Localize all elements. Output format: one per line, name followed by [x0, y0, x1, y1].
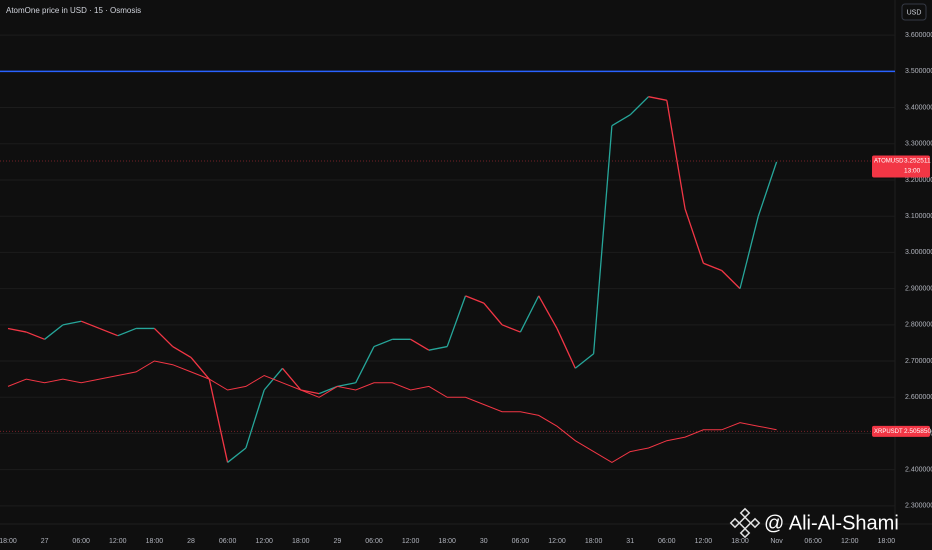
price-tag-bg	[872, 425, 930, 437]
x-tick-label: 06:00	[219, 538, 237, 545]
price-segment	[648, 96, 667, 101]
series-line	[7, 360, 777, 463]
price-segment	[190, 357, 210, 380]
x-tick-label: 18:00	[292, 538, 310, 545]
price-segment	[318, 385, 338, 395]
x-tick-label: 27	[41, 538, 49, 545]
x-tick-label: 28	[187, 538, 195, 545]
x-tick-label: 06:00	[512, 538, 530, 545]
y-tick-label: 3.000000	[905, 249, 932, 256]
price-tag: 2.505850	[904, 428, 931, 435]
price-segment	[300, 389, 320, 395]
x-tick-label: 12:00	[548, 538, 566, 545]
x-tick-label: 18:00	[878, 538, 896, 545]
price-segment	[373, 338, 393, 348]
x-tick-label: 18:00	[146, 538, 164, 545]
price-segment	[80, 320, 100, 330]
price-tag: 3.252511	[904, 158, 931, 165]
price-tag-bg	[872, 155, 930, 178]
price-segment	[629, 96, 649, 116]
y-tick-label: 2.700000	[905, 358, 932, 365]
price-segment	[227, 447, 247, 463]
price-segment	[757, 161, 778, 217]
price-segment	[611, 114, 631, 127]
currency-label[interactable]: USD	[907, 9, 922, 16]
x-tick-label: 18:00	[731, 538, 749, 545]
price-segment	[153, 327, 174, 348]
y-tick-label: 2.600000	[905, 394, 932, 401]
x-tick-label: 12:00	[255, 538, 273, 545]
y-tick-label: 3.600000	[905, 32, 932, 39]
x-tick-label: 12:00	[109, 538, 127, 545]
price-segment	[99, 327, 119, 337]
price-segment	[446, 295, 467, 347]
price-segment	[519, 295, 540, 333]
price-segment	[117, 327, 137, 337]
price-segment	[172, 345, 192, 358]
price-segment	[245, 389, 265, 449]
y-tick-label: 2.300000	[905, 503, 932, 510]
price-segment	[337, 382, 356, 388]
price-segment	[483, 302, 503, 326]
y-tick-label: 3.400000	[905, 104, 932, 111]
price-segment	[62, 320, 82, 326]
x-tick-label: 12:00	[402, 538, 420, 545]
price-segment	[666, 100, 686, 210]
price-segment	[410, 338, 430, 351]
price-segment	[7, 327, 27, 333]
series-name-tag: ATOMUSD	[874, 159, 904, 165]
price-segment	[428, 345, 448, 351]
price-segment	[592, 125, 613, 354]
y-tick-label: 3.100000	[905, 213, 932, 220]
price-segment	[208, 379, 229, 463]
x-tick-label: Nov	[770, 538, 783, 545]
x-tick-label: 06:00	[72, 538, 90, 545]
price-segment	[556, 328, 576, 369]
price-segment	[703, 262, 722, 272]
watermark-icon	[729, 507, 761, 539]
price-segment	[538, 295, 558, 329]
y-tick-label: 2.900000	[905, 285, 932, 292]
price-segment	[282, 367, 302, 391]
y-tick-label: 3.300000	[905, 141, 932, 148]
x-tick-label: 12:00	[695, 538, 713, 545]
price-segment	[684, 208, 705, 264]
series-name-tag: XRPUSDT	[874, 429, 903, 435]
currency-button[interactable]	[901, 3, 927, 21]
price-segment	[721, 270, 741, 290]
price-segment	[574, 353, 595, 369]
y-tick-label: 2.400000	[905, 467, 932, 474]
x-tick-label: 18:00	[585, 538, 603, 545]
x-tick-label: 12:00	[841, 538, 859, 545]
countdown-tag: 13:00	[904, 168, 921, 175]
x-tick-label: 18:00	[0, 538, 17, 545]
price-segment	[465, 295, 485, 304]
watermark: @ Ali-Al-Shami	[764, 512, 899, 534]
y-tick-label: 2.800000	[905, 322, 932, 329]
price-segment	[26, 331, 45, 340]
y-tick-label: 3.500000	[905, 68, 932, 75]
x-tick-label: 30	[480, 538, 488, 545]
x-tick-label: 29	[334, 538, 342, 545]
x-tick-label: 06:00	[804, 538, 822, 545]
x-tick-label: 06:00	[365, 538, 383, 545]
price-segment	[501, 324, 521, 333]
price-segment	[739, 216, 759, 289]
x-tick-label: 31	[626, 538, 634, 545]
price-segment	[44, 324, 64, 340]
y-tick-label: 3.200000	[905, 177, 932, 184]
price-segment	[355, 346, 375, 384]
x-tick-label: 18:00	[438, 538, 456, 545]
x-tick-label: 06:00	[658, 538, 676, 545]
chart-title: AtomOne price in USD · 15 · Osmosis	[6, 6, 141, 15]
